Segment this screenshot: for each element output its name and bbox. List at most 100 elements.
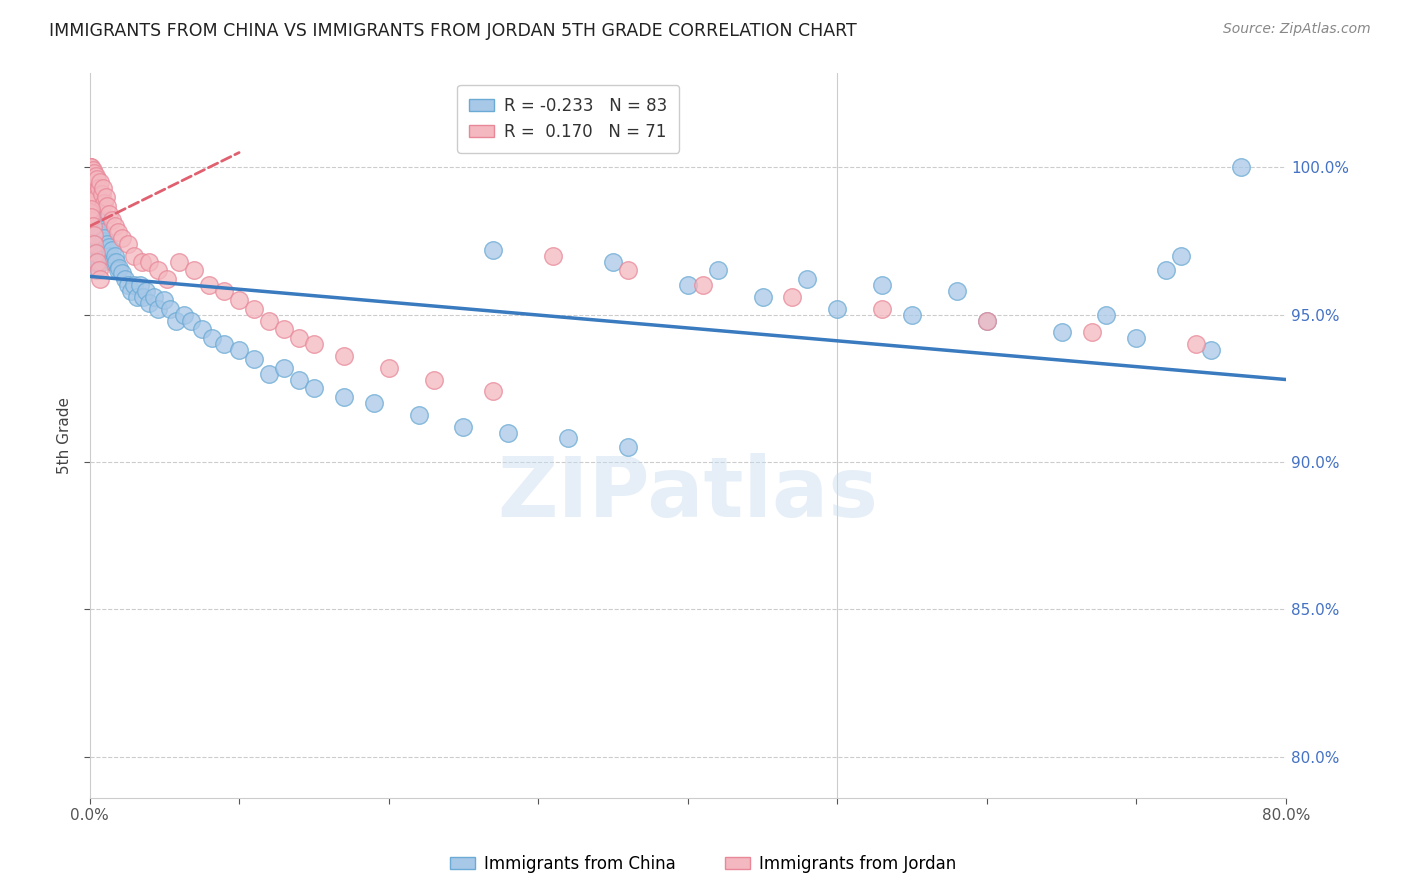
Point [1230, 161, 1253, 175]
Point [90, 186, 112, 201]
Point [87, 254, 110, 268]
Point [257, 313, 280, 327]
Point [111, 231, 134, 245]
Point [101, 243, 124, 257]
Y-axis label: 5th Grade: 5th Grade [58, 397, 72, 474]
Point [80, 195, 103, 210]
Point [127, 290, 149, 304]
Point [243, 351, 266, 366]
Point [482, 384, 505, 399]
Point [91, 234, 114, 248]
Point [180, 313, 202, 327]
Point [377, 360, 399, 375]
Point [288, 372, 311, 386]
Point [79, 161, 101, 175]
Point [80, 161, 103, 175]
Point [602, 254, 624, 268]
Point [183, 263, 205, 277]
Point [104, 219, 127, 234]
Point [124, 249, 146, 263]
Point [148, 301, 170, 316]
Point [107, 225, 129, 239]
Point [86, 190, 108, 204]
Point [79, 178, 101, 192]
Point [96, 199, 118, 213]
Point [557, 432, 579, 446]
Point [98, 240, 121, 254]
Point [84, 263, 107, 277]
Point [129, 278, 152, 293]
Point [148, 263, 170, 277]
Point [302, 337, 325, 351]
Point [79, 204, 101, 219]
Legend: Immigrants from China, Immigrants from Jordan: Immigrants from China, Immigrants from J… [443, 848, 963, 880]
Point [273, 322, 295, 336]
Point [104, 249, 127, 263]
Point [333, 349, 356, 363]
Point [84, 169, 107, 183]
Point [91, 181, 114, 195]
Point [617, 440, 640, 454]
Point [90, 254, 112, 268]
Point [165, 313, 187, 327]
Point [87, 181, 110, 195]
Point [302, 381, 325, 395]
Text: Source: ZipAtlas.com: Source: ZipAtlas.com [1223, 22, 1371, 37]
Point [1185, 337, 1208, 351]
Point [101, 213, 124, 227]
Point [946, 284, 969, 298]
Point [190, 322, 212, 336]
Point [201, 331, 224, 345]
Point [80, 181, 103, 195]
Point [82, 190, 104, 204]
Point [976, 313, 998, 327]
Point [105, 254, 128, 268]
Point [93, 195, 115, 210]
Legend: R = -0.233   N = 83, R =  0.170   N = 71: R = -0.233 N = 83, R = 0.170 N = 71 [457, 85, 679, 153]
Point [676, 278, 699, 293]
Point [541, 249, 564, 263]
Point [782, 290, 804, 304]
Point [83, 254, 105, 268]
Point [1095, 308, 1118, 322]
Point [79, 161, 101, 175]
Point [796, 272, 818, 286]
Point [87, 222, 110, 236]
Point [89, 249, 111, 263]
Point [83, 181, 105, 195]
Point [83, 228, 105, 243]
Point [273, 360, 295, 375]
Text: IMMIGRANTS FROM CHINA VS IMMIGRANTS FROM JORDAN 5TH GRADE CORRELATION CHART: IMMIGRANTS FROM CHINA VS IMMIGRANTS FROM… [49, 22, 858, 40]
Point [84, 231, 107, 245]
Point [89, 175, 111, 189]
Point [82, 204, 104, 219]
Point [212, 284, 235, 298]
Point [135, 284, 157, 298]
Point [82, 243, 104, 257]
Point [98, 207, 121, 221]
Point [89, 272, 111, 286]
Point [84, 245, 107, 260]
Point [751, 290, 773, 304]
Point [1125, 331, 1147, 345]
Point [706, 263, 728, 277]
Point [83, 195, 105, 210]
Point [80, 169, 103, 183]
Point [117, 236, 139, 251]
Point [692, 278, 714, 293]
Point [120, 284, 142, 298]
Point [169, 254, 191, 268]
Point [1170, 249, 1192, 263]
Point [617, 263, 640, 277]
Point [114, 272, 136, 286]
Point [80, 202, 103, 216]
Point [84, 207, 107, 221]
Point [80, 254, 103, 268]
Point [1050, 326, 1073, 340]
Point [87, 263, 110, 277]
Point [827, 301, 849, 316]
Point [901, 308, 924, 322]
Point [870, 301, 893, 316]
Point [498, 425, 520, 440]
Point [83, 225, 105, 239]
